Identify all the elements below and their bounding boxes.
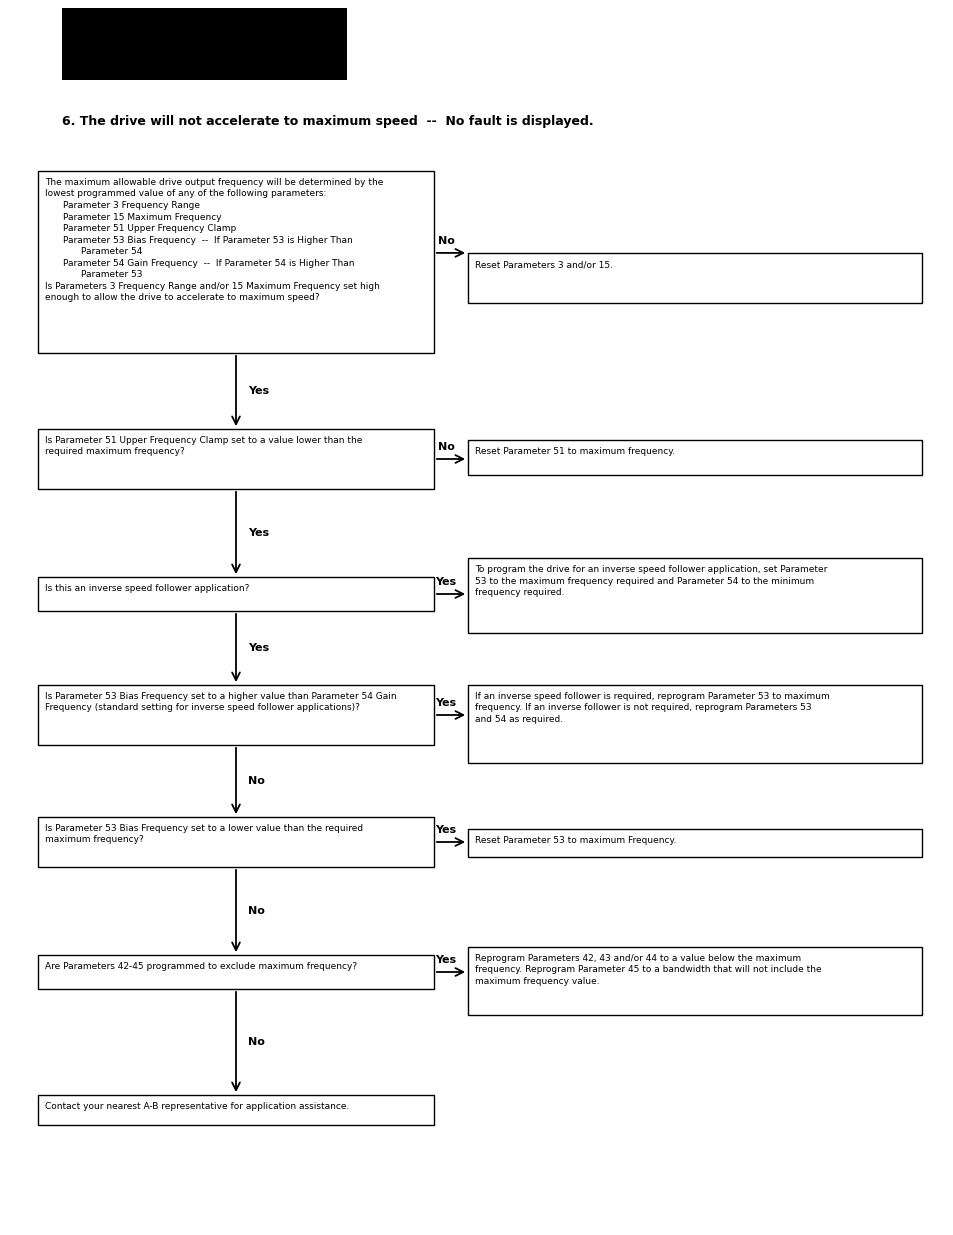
Text: Is this an inverse speed follower application?: Is this an inverse speed follower applic… bbox=[45, 584, 249, 593]
Text: Parameter 3 Frequency Range: Parameter 3 Frequency Range bbox=[63, 201, 200, 210]
Bar bbox=[468, 685, 921, 763]
Text: No: No bbox=[248, 906, 265, 916]
Bar bbox=[468, 829, 921, 857]
Text: Yes: Yes bbox=[435, 825, 456, 835]
Text: Parameter 54 Gain Frequency  --  If Parameter 54 is Higher Than: Parameter 54 Gain Frequency -- If Parame… bbox=[63, 258, 355, 268]
Text: Reset Parameter 51 to maximum frequency.: Reset Parameter 51 to maximum frequency. bbox=[475, 447, 675, 456]
Text: Parameter 53 Bias Frequency  --  If Parameter 53 is Higher Than: Parameter 53 Bias Frequency -- If Parame… bbox=[63, 236, 353, 245]
Text: Reset Parameters 3 and/or 15.: Reset Parameters 3 and/or 15. bbox=[475, 261, 613, 269]
Text: and 54 as required.: and 54 as required. bbox=[475, 715, 562, 724]
Text: maximum frequency?: maximum frequency? bbox=[45, 836, 144, 845]
Text: enough to allow the drive to accelerate to maximum speed?: enough to allow the drive to accelerate … bbox=[45, 293, 319, 303]
Bar bbox=[38, 577, 434, 611]
Text: No: No bbox=[248, 1037, 265, 1047]
Text: Is Parameter 51 Upper Frequency Clamp set to a value lower than the: Is Parameter 51 Upper Frequency Clamp se… bbox=[45, 436, 362, 445]
Text: Reprogram Parameters 42, 43 and/or 44 to a value below the maximum: Reprogram Parameters 42, 43 and/or 44 to… bbox=[475, 953, 801, 963]
Text: Yes: Yes bbox=[435, 955, 456, 965]
Text: No: No bbox=[248, 776, 265, 785]
Text: To program the drive for an inverse speed follower application, set Parameter: To program the drive for an inverse spee… bbox=[475, 564, 826, 574]
Text: The maximum allowable drive output frequency will be determined by the: The maximum allowable drive output frequ… bbox=[45, 178, 383, 186]
Text: Yes: Yes bbox=[435, 698, 456, 708]
Text: maximum frequency value.: maximum frequency value. bbox=[475, 977, 599, 986]
Text: Reset Parameter 53 to maximum Frequency.: Reset Parameter 53 to maximum Frequency. bbox=[475, 836, 676, 845]
Text: Yes: Yes bbox=[435, 577, 456, 587]
Bar bbox=[38, 429, 434, 489]
Text: Parameter 54: Parameter 54 bbox=[81, 247, 142, 256]
Text: If an inverse speed follower is required, reprogram Parameter 53 to maximum: If an inverse speed follower is required… bbox=[475, 692, 829, 701]
Text: No: No bbox=[437, 236, 454, 246]
Text: Parameter 51 Upper Frequency Clamp: Parameter 51 Upper Frequency Clamp bbox=[63, 224, 236, 233]
Text: 53 to the maximum frequency required and Parameter 54 to the minimum: 53 to the maximum frequency required and… bbox=[475, 577, 813, 585]
Text: frequency. Reprogram Parameter 45 to a bandwidth that will not include the: frequency. Reprogram Parameter 45 to a b… bbox=[475, 966, 821, 974]
Text: required maximum frequency?: required maximum frequency? bbox=[45, 447, 185, 457]
Bar bbox=[62, 7, 347, 80]
Text: Are Parameters 42-45 programmed to exclude maximum frequency?: Are Parameters 42-45 programmed to exclu… bbox=[45, 962, 356, 971]
Text: Frequency (standard setting for inverse speed follower applications)?: Frequency (standard setting for inverse … bbox=[45, 704, 359, 713]
Bar bbox=[468, 947, 921, 1015]
Text: Yes: Yes bbox=[248, 387, 269, 396]
Text: 6. The drive will not accelerate to maximum speed  --  No fault is displayed.: 6. The drive will not accelerate to maxi… bbox=[62, 115, 593, 128]
Text: Is Parameter 53 Bias Frequency set to a lower value than the required: Is Parameter 53 Bias Frequency set to a … bbox=[45, 824, 363, 832]
Text: Parameter 15 Maximum Frequency: Parameter 15 Maximum Frequency bbox=[63, 212, 221, 221]
Bar bbox=[38, 1095, 434, 1125]
Bar bbox=[38, 685, 434, 745]
Text: frequency. If an inverse follower is not required, reprogram Parameters 53: frequency. If an inverse follower is not… bbox=[475, 704, 811, 713]
Bar bbox=[38, 955, 434, 989]
Text: Is Parameter 53 Bias Frequency set to a higher value than Parameter 54 Gain: Is Parameter 53 Bias Frequency set to a … bbox=[45, 692, 396, 701]
Text: frequency required.: frequency required. bbox=[475, 588, 564, 597]
Text: Parameter 53: Parameter 53 bbox=[81, 270, 142, 279]
Text: lowest programmed value of any of the following parameters:: lowest programmed value of any of the fo… bbox=[45, 189, 326, 199]
Text: No: No bbox=[437, 442, 454, 452]
Bar bbox=[468, 253, 921, 303]
Bar bbox=[468, 558, 921, 634]
Text: Yes: Yes bbox=[248, 643, 269, 653]
Bar bbox=[38, 818, 434, 867]
Bar bbox=[468, 440, 921, 475]
Text: Yes: Yes bbox=[248, 529, 269, 538]
Text: Contact your nearest A-B representative for application assistance.: Contact your nearest A-B representative … bbox=[45, 1102, 349, 1112]
Bar bbox=[38, 170, 434, 353]
Text: Is Parameters 3 Frequency Range and/or 15 Maximum Frequency set high: Is Parameters 3 Frequency Range and/or 1… bbox=[45, 282, 379, 290]
